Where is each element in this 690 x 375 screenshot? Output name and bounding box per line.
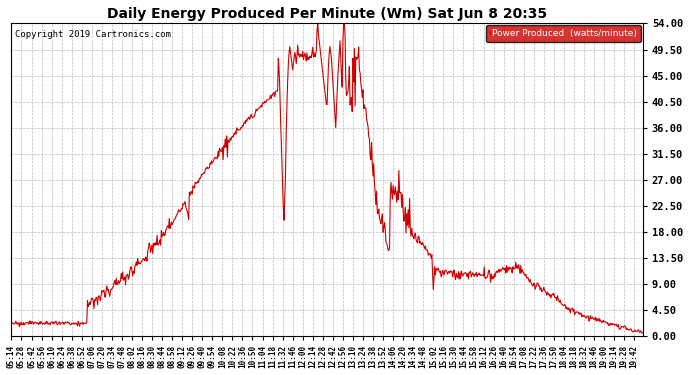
Title: Daily Energy Produced Per Minute (Wm) Sat Jun 8 20:35: Daily Energy Produced Per Minute (Wm) Sa…: [107, 7, 547, 21]
Legend: Power Produced  (watts/minute): Power Produced (watts/minute): [486, 25, 641, 42]
Text: Copyright 2019 Cartronics.com: Copyright 2019 Cartronics.com: [14, 30, 170, 39]
